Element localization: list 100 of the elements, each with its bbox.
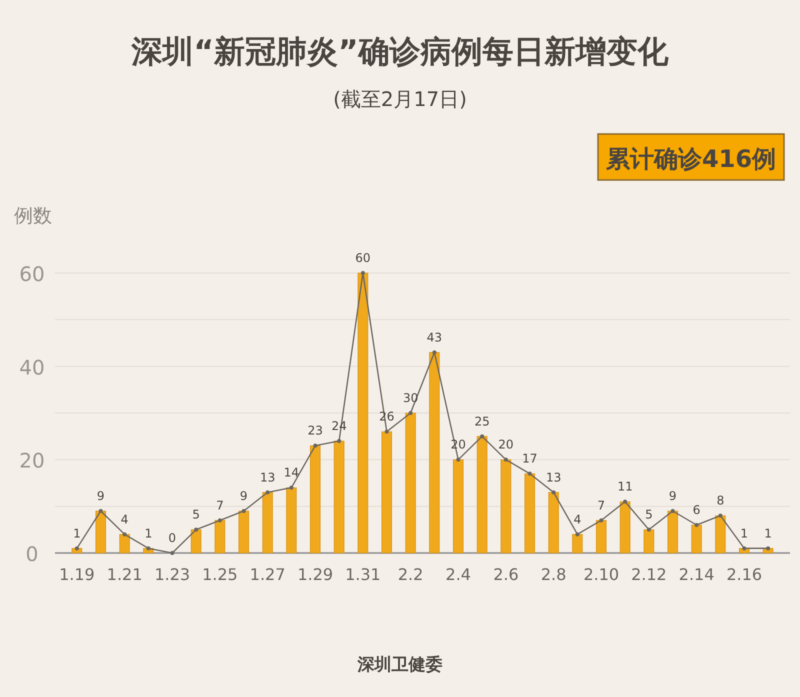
point [218,518,222,522]
point [694,523,699,527]
y-tick-label: 20 [19,448,45,473]
data-label: 13 [260,470,276,484]
data-label: 13 [546,470,562,484]
chart-subtitle: (截至2月17日) [333,87,467,111]
x-tick-label: 2.4 [446,565,471,584]
point [528,472,532,476]
y-tick-label: 40 [19,355,45,380]
point [194,528,198,532]
bar [691,524,702,554]
data-label: 11 [617,480,633,494]
point [623,500,628,504]
y-tick-label: 60 [19,262,45,286]
data-label: 14 [284,466,300,480]
bar [358,272,368,554]
point [480,434,484,438]
data-label: 23 [308,424,323,438]
x-tick-label: 1.25 [202,565,238,584]
bar [667,510,678,554]
data-label: 1 [764,526,772,540]
data-label: 1 [144,526,152,540]
point [384,430,389,434]
y-tick-label: 0 [26,542,38,566]
bar [572,534,583,554]
point [718,514,722,518]
chart-title: 深圳“新冠肺炎”确诊病例每日新增变化 [130,34,670,70]
point [599,518,604,522]
point [670,509,675,513]
point [504,458,508,462]
x-tick-label: 1.19 [59,565,95,584]
data-label: 20 [498,438,514,452]
data-label: 5 [192,508,200,522]
x-tick-label: 2.12 [631,565,667,584]
data-label: 4 [574,512,582,526]
data-label: 7 [597,498,606,512]
bar [452,459,464,554]
bar [214,520,226,554]
point [74,546,79,550]
data-label: 43 [426,330,442,344]
bar [596,520,607,554]
point [170,551,174,555]
point [146,546,150,550]
data-label: 60 [355,251,371,265]
bar [119,534,130,554]
point [575,532,580,536]
bar [262,492,273,554]
point [242,509,246,513]
x-tick-label: 1.27 [250,565,286,584]
x-tick-label: 1.21 [106,565,142,584]
point [646,528,651,532]
data-label: 1 [73,526,81,540]
point [313,444,318,448]
data-label: 4 [120,512,128,526]
text: 深圳卫健委 [356,655,442,675]
bar [715,515,726,554]
x-tick-label: 2.10 [583,565,620,584]
data-label: 9 [96,489,105,503]
point [98,509,103,513]
point [408,411,413,415]
x-tick-label: 1.23 [154,565,190,584]
data-label: 6 [692,503,700,517]
x-tick-label: 2.16 [726,565,762,584]
point [360,271,365,275]
data-label: 9 [668,489,677,503]
x-tick-label: 2.8 [540,565,566,584]
bar [476,436,488,554]
bar [429,352,440,554]
x-tick-label: 2.14 [678,565,714,584]
bar [548,492,559,554]
bar [238,510,250,554]
x-tick-label: 2.6 [493,565,519,584]
point [432,350,436,354]
x-tick-label: 1.31 [345,565,381,584]
data-label: 17 [522,452,538,466]
data-label: 25 [474,414,490,428]
bar [310,445,321,554]
y-axis-title: 例数 [14,205,52,227]
bar [334,440,344,554]
data-label: 9 [240,489,248,503]
bar [405,412,416,554]
point [122,532,127,536]
data-label: 8 [716,494,724,508]
point [337,439,342,443]
data-label: 0 [168,531,176,545]
point [766,546,770,550]
bar [524,473,536,554]
x-tick-label: 1.29 [297,565,334,584]
data-label: 7 [216,498,224,512]
bar [95,510,106,554]
bar [286,487,297,554]
point [456,458,460,462]
x-tick-label: 2.2 [398,565,424,584]
bar [644,529,654,554]
point [552,490,556,494]
bar [381,431,392,554]
bar [620,501,630,554]
bar [190,529,202,554]
point [742,546,746,550]
point [266,490,270,494]
